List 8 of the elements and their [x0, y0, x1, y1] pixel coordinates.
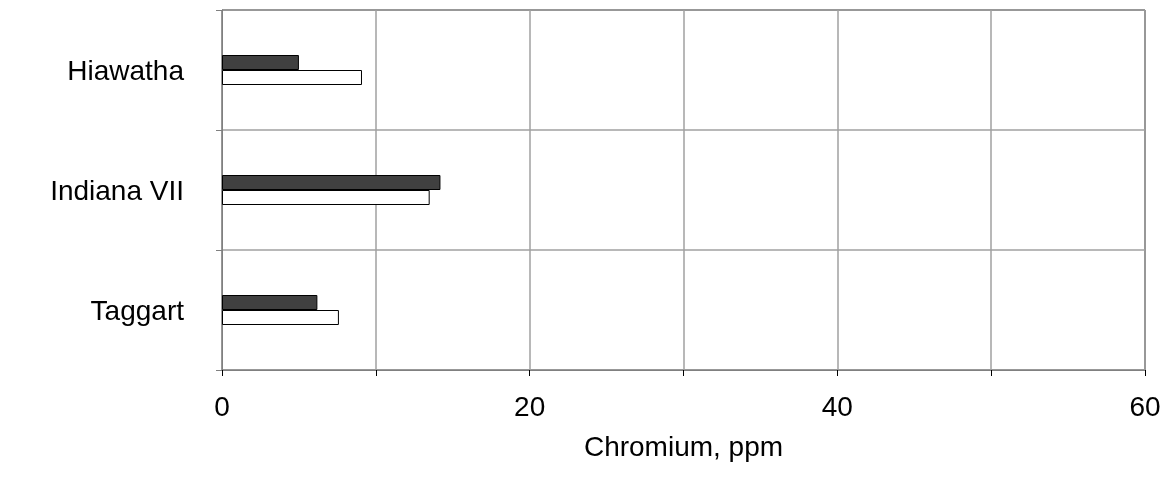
x-tick-label: 0 [214, 390, 230, 422]
y-tick-label: Taggart [90, 294, 185, 326]
x-tick-label: 60 [1129, 390, 1161, 422]
y-tick-label: Hiawatha [67, 54, 185, 86]
x-tick-label: 40 [821, 390, 853, 422]
y-tick-label: Indiana VII [50, 174, 184, 206]
x-axis-title: Chromium, ppm [583, 430, 784, 462]
x-tick-label: 20 [514, 390, 546, 422]
